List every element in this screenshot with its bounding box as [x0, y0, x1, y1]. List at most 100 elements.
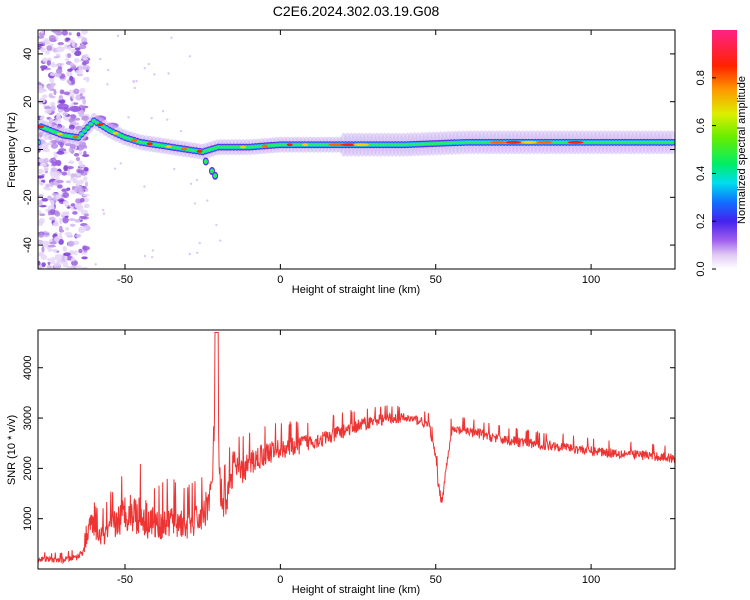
- noise-speckle: [153, 73, 156, 76]
- noise-speckle: [39, 31, 46, 37]
- ridge-hotspot: [505, 140, 522, 144]
- ridge-green: [601, 140, 606, 144]
- noise-speckle: [49, 72, 56, 77]
- noise-speckle: [143, 66, 147, 70]
- noise-speckle: [67, 68, 73, 72]
- ridge-green: [293, 143, 299, 147]
- ridge-green: [231, 145, 236, 149]
- ridge-green: [386, 143, 392, 147]
- noise-speckle: [53, 151, 58, 156]
- ridge-green: [411, 142, 417, 146]
- noise-speckle: [79, 87, 86, 94]
- noise-speckle: [167, 72, 170, 75]
- noise-speckle: [46, 265, 53, 269]
- noise-speckle: [70, 117, 75, 121]
- y-tick-label: 1000: [22, 506, 34, 530]
- noise-speckle: [132, 79, 135, 83]
- noise-speckle: [47, 57, 52, 61]
- ridge-hotspot: [328, 143, 345, 147]
- noise-speckle: [72, 211, 78, 215]
- ridge-hotspot: [261, 144, 268, 148]
- snr-x-axis-label: Height of straight line (km): [292, 584, 420, 596]
- noise-speckle: [60, 46, 65, 52]
- secondary-band-blob: [69, 105, 82, 112]
- ridge-green: [623, 140, 628, 144]
- noise-speckle: [63, 252, 71, 257]
- noise-speckle: [78, 188, 85, 196]
- ridge-green: [91, 119, 97, 123]
- ridge-green: [321, 143, 327, 147]
- noise-speckle: [75, 117, 81, 121]
- noise-speckle: [54, 154, 58, 158]
- noise-speckle: [78, 248, 83, 254]
- ridge-green: [464, 140, 470, 144]
- noise-speckle: [74, 47, 81, 51]
- noise-speckle: [39, 181, 45, 186]
- noise-speckle: [58, 238, 64, 245]
- ridge-green: [374, 143, 379, 147]
- ridge-green: [473, 140, 479, 144]
- noise-speckle: [50, 143, 59, 149]
- noise-speckle: [80, 216, 88, 220]
- noise-speckle: [55, 194, 61, 200]
- noise-speckle: [51, 30, 59, 33]
- noise-speckle: [38, 168, 44, 175]
- noise-speckle: [62, 111, 69, 116]
- ridge-green: [619, 140, 625, 144]
- noise-speckle: [143, 254, 147, 258]
- ridge-hotspot: [286, 143, 293, 147]
- noise-speckle: [64, 231, 73, 237]
- noise-speckle: [71, 41, 76, 48]
- noise-speckle: [74, 187, 79, 193]
- ridge-green: [427, 142, 432, 146]
- noise-speckle: [49, 181, 54, 188]
- noise-speckle: [73, 88, 80, 95]
- branch-ridge-core: [213, 173, 218, 179]
- ridge-green: [396, 143, 401, 147]
- noise-speckle: [50, 82, 56, 87]
- noise-speckle: [78, 44, 87, 50]
- noise-speckle: [62, 217, 69, 224]
- ridge-green: [616, 140, 622, 144]
- ridge-hotspot: [520, 140, 537, 144]
- noise-speckle: [42, 94, 48, 99]
- ridge-green: [393, 143, 398, 147]
- noise-speckle: [58, 218, 63, 225]
- noise-speckle: [67, 166, 74, 170]
- noise-speckle: [71, 93, 75, 100]
- noise-speckle: [113, 167, 117, 170]
- noise-speckle: [99, 57, 102, 61]
- ridge-green: [408, 142, 414, 146]
- noise-speckle: [59, 89, 65, 95]
- noise-speckle: [62, 200, 69, 205]
- noise-speckle: [78, 65, 84, 71]
- noise-speckle: [82, 61, 87, 66]
- noise-speckle: [64, 58, 70, 62]
- noise-speckle: [42, 148, 51, 153]
- noise-speckle: [82, 41, 88, 45]
- ridge-green: [635, 140, 640, 144]
- noise-speckle: [51, 249, 58, 252]
- ridge-green: [405, 143, 410, 147]
- noise-speckle: [79, 197, 85, 203]
- noise-speckle: [83, 150, 87, 156]
- noise-speckle: [147, 62, 151, 66]
- ridge-green: [296, 143, 302, 147]
- ridge-green: [480, 140, 485, 144]
- noise-speckle: [38, 239, 44, 245]
- noise-speckle: [44, 187, 52, 191]
- ridge-green: [483, 140, 488, 144]
- noise-speckle: [71, 173, 78, 178]
- ridge-green: [104, 126, 109, 130]
- ridge-hotspot: [353, 143, 370, 147]
- noise-speckle: [38, 175, 45, 179]
- snr-y-axis-label: SNR (10 * v/v): [6, 415, 18, 485]
- noise-speckle: [82, 65, 91, 71]
- noise-speckle: [76, 32, 81, 37]
- noise-speckle: [79, 93, 83, 97]
- noise-speckle: [73, 250, 78, 256]
- noise-speckle: [56, 63, 63, 67]
- noise-speckle: [82, 245, 91, 251]
- ridge-hotspot: [112, 131, 119, 135]
